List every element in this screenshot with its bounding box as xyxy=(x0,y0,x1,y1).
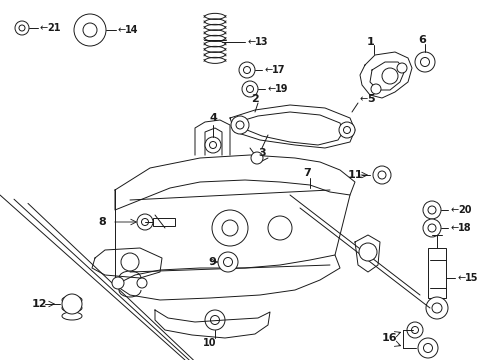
Text: 3: 3 xyxy=(258,148,265,158)
Text: 21: 21 xyxy=(47,23,61,33)
Circle shape xyxy=(112,277,124,289)
Text: ←: ← xyxy=(267,84,276,94)
Circle shape xyxy=(431,303,441,313)
Circle shape xyxy=(417,338,437,358)
Circle shape xyxy=(411,327,418,333)
Circle shape xyxy=(242,81,258,97)
Circle shape xyxy=(396,63,406,73)
Circle shape xyxy=(370,84,380,94)
Circle shape xyxy=(223,257,232,266)
Circle shape xyxy=(377,171,385,179)
Circle shape xyxy=(236,121,244,129)
Text: 4: 4 xyxy=(209,113,217,123)
Bar xyxy=(153,218,175,226)
Circle shape xyxy=(422,219,440,237)
Text: 9: 9 xyxy=(207,257,215,267)
Circle shape xyxy=(204,310,224,330)
Circle shape xyxy=(338,122,354,138)
Circle shape xyxy=(74,14,106,46)
Circle shape xyxy=(381,68,397,84)
Circle shape xyxy=(250,152,263,164)
Circle shape xyxy=(204,137,221,153)
Circle shape xyxy=(62,294,82,314)
Circle shape xyxy=(83,23,97,37)
Text: 20: 20 xyxy=(457,205,470,215)
Text: 2: 2 xyxy=(251,94,258,104)
Circle shape xyxy=(137,214,153,230)
Circle shape xyxy=(230,116,248,134)
Circle shape xyxy=(15,21,29,35)
Circle shape xyxy=(141,219,148,225)
Circle shape xyxy=(427,206,435,214)
Circle shape xyxy=(422,201,440,219)
Text: 5: 5 xyxy=(366,94,374,104)
Text: 6: 6 xyxy=(417,35,425,45)
Text: 7: 7 xyxy=(303,168,310,178)
Text: 11: 11 xyxy=(347,170,363,180)
Circle shape xyxy=(427,224,435,232)
Circle shape xyxy=(420,58,428,67)
Text: 12: 12 xyxy=(32,299,47,309)
Text: 16: 16 xyxy=(381,333,397,343)
Text: 14: 14 xyxy=(125,25,138,35)
Circle shape xyxy=(372,166,390,184)
Circle shape xyxy=(243,67,250,73)
Circle shape xyxy=(414,52,434,72)
Text: 19: 19 xyxy=(274,84,288,94)
Bar xyxy=(427,248,445,298)
Text: ←: ← xyxy=(450,223,458,233)
Text: ←: ← xyxy=(359,94,367,104)
Circle shape xyxy=(212,210,247,246)
Text: 8: 8 xyxy=(98,217,105,227)
Circle shape xyxy=(137,278,147,288)
Circle shape xyxy=(218,252,238,272)
Circle shape xyxy=(19,25,25,31)
Circle shape xyxy=(121,253,139,271)
Circle shape xyxy=(423,343,431,352)
Text: 17: 17 xyxy=(271,65,285,75)
Text: ←: ← xyxy=(40,23,48,33)
Text: ←: ← xyxy=(118,25,126,35)
Circle shape xyxy=(239,62,254,78)
Circle shape xyxy=(425,297,447,319)
Circle shape xyxy=(222,220,238,236)
Text: ←: ← xyxy=(457,273,465,283)
Circle shape xyxy=(358,243,376,261)
Circle shape xyxy=(406,322,422,338)
Circle shape xyxy=(343,126,350,134)
Text: 18: 18 xyxy=(457,223,470,233)
Text: 13: 13 xyxy=(254,37,268,47)
Circle shape xyxy=(246,86,253,93)
Circle shape xyxy=(209,141,216,149)
Circle shape xyxy=(267,216,291,240)
Text: ←: ← xyxy=(450,205,458,215)
Text: 10: 10 xyxy=(203,338,216,348)
Text: 15: 15 xyxy=(464,273,478,283)
Text: ←: ← xyxy=(264,65,273,75)
Circle shape xyxy=(210,315,219,324)
Text: 1: 1 xyxy=(366,37,374,47)
Text: ←: ← xyxy=(247,37,256,47)
